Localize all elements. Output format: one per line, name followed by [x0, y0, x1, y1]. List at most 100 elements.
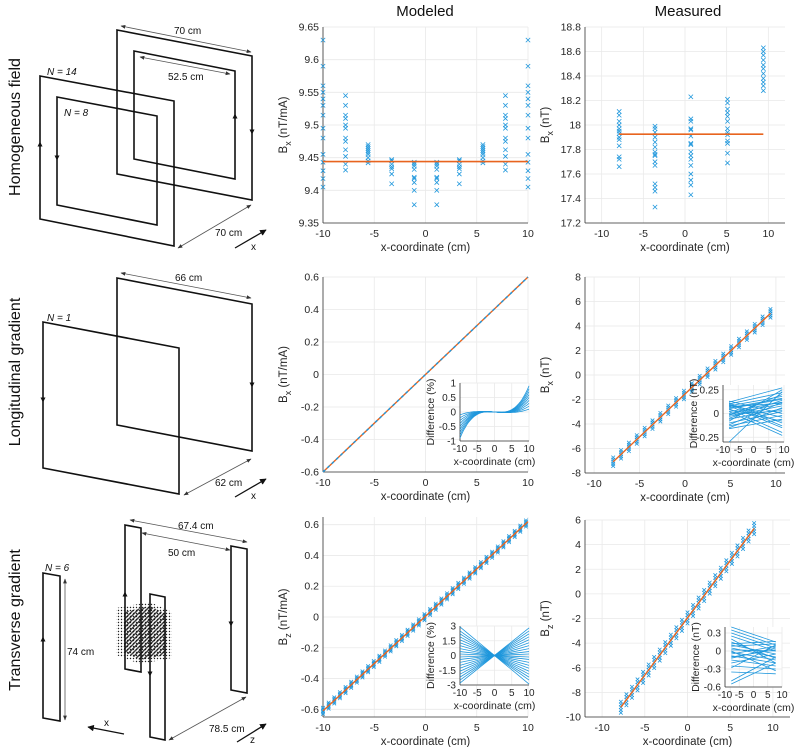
row-title-transverse: Transverse gradient	[7, 549, 24, 691]
data-point	[768, 307, 773, 312]
x-tick-label: 5	[509, 688, 515, 699]
turns-label: N = 6	[45, 563, 70, 574]
data-point	[688, 94, 694, 100]
coil-front	[42, 321, 180, 495]
data-point	[725, 140, 730, 146]
x-tick-label: -5	[473, 444, 482, 455]
difference-line	[728, 399, 783, 419]
dimension-arrow	[177, 204, 252, 249]
y-tick-label: 0.2	[304, 337, 319, 349]
difference-line	[731, 665, 776, 670]
y-tick-label: 1.5	[442, 636, 456, 647]
x-axis-label: x-coordinate (cm)	[454, 456, 536, 468]
y-tick-label: -2	[572, 394, 581, 406]
data-point	[752, 520, 757, 526]
data-point	[525, 168, 531, 174]
y-tick-label: 17.6	[561, 169, 582, 181]
dimension-label: 70 cm	[174, 26, 201, 37]
y-tick-label: 0.4	[304, 304, 319, 316]
data-point	[320, 83, 326, 89]
x-tick-label: 10	[523, 688, 535, 699]
y-axis-label: Bx (nT/mA)	[278, 96, 293, 153]
data-point	[681, 388, 687, 393]
dimension-arrow	[141, 531, 231, 552]
data-point	[365, 147, 371, 153]
data-point	[389, 171, 395, 177]
y-tick-label: -0.4	[301, 673, 319, 685]
data-point	[725, 106, 730, 112]
data-point	[616, 112, 622, 118]
data-point	[646, 662, 651, 667]
data-point	[365, 149, 371, 155]
dimension-label: 62 cm	[215, 478, 242, 489]
measurement-grid-dense	[124, 606, 166, 660]
y-tick-label: 0	[450, 408, 456, 419]
x-axis-label: x-coordinate (cm)	[713, 457, 795, 469]
data-point	[652, 188, 658, 194]
row-title-longitudinal: Longitudinal gradient	[7, 297, 24, 446]
y-tick-label: 9.5	[304, 120, 319, 132]
data-point	[456, 171, 462, 177]
y-tick-label: 3	[450, 622, 456, 633]
y-tick-label: 18	[569, 120, 581, 132]
y-axis-label: Bx (nT)	[540, 107, 555, 144]
data-point	[320, 176, 326, 182]
data-point	[725, 113, 730, 119]
data-point	[343, 153, 349, 159]
x-tick-label: 10	[522, 722, 534, 734]
y-tick-label: -8	[572, 468, 581, 480]
data-point	[663, 640, 668, 645]
difference-line	[728, 387, 783, 403]
y-axis-label-unit: (nT/mA)	[278, 96, 290, 141]
data-point	[434, 161, 440, 167]
x-tick-label: 5	[765, 690, 771, 701]
y-axis-label-unit: (nT)	[540, 600, 552, 624]
data-point	[702, 587, 707, 593]
data-point	[635, 677, 640, 682]
data-point	[480, 142, 486, 148]
data-point	[525, 96, 531, 102]
data-point	[634, 433, 639, 438]
data-point	[718, 565, 723, 570]
data-point	[389, 181, 395, 187]
data-point	[657, 647, 662, 652]
inset-trans-measured: -10 -5 0 5 10-0.6-0.300.3x-coordinate (cm)Di…	[690, 622, 794, 714]
difference-line	[731, 671, 776, 675]
data-point	[752, 321, 757, 327]
coil-back-outer	[116, 29, 253, 201]
x-tick-label: 10	[778, 445, 790, 456]
data-point	[618, 699, 623, 704]
data-point	[652, 654, 657, 660]
data-point	[343, 161, 349, 167]
y-axis-label-subscript: x	[283, 141, 293, 146]
data-point	[411, 187, 417, 193]
y-tick-label: 0.5	[442, 393, 456, 404]
y-tick-label: 18.4	[561, 71, 582, 83]
data-point	[320, 89, 326, 95]
data-point	[760, 62, 766, 68]
data-point	[320, 37, 326, 43]
y-tick-label: 0	[575, 588, 581, 600]
data-line	[322, 276, 529, 473]
charts: -10 -5 0 5 109.359.49.459.59.559.69.65x-coor…	[278, 22, 794, 747]
y-axis-label-unit: (nT/mA)	[278, 588, 290, 633]
x-axis-label: x-coordinate (cm)	[381, 242, 471, 254]
data-point	[674, 396, 679, 401]
dimension-arrow	[183, 458, 252, 496]
x-axis-label: x-coordinate (cm)	[713, 702, 795, 714]
y-tick-label: -0.5	[439, 422, 457, 433]
x-tick-label: -5	[370, 228, 379, 240]
data-point	[650, 418, 655, 423]
fit-line	[620, 528, 755, 708]
y-tick-label: -0.6	[301, 704, 319, 716]
x-tick-label: 0	[492, 688, 498, 699]
data-point	[666, 403, 671, 408]
data-point	[365, 146, 371, 152]
data-point	[389, 164, 395, 170]
data-point	[525, 184, 531, 190]
difference-line	[731, 650, 776, 672]
data-point	[652, 184, 658, 190]
y-axis-label-symbol: B	[540, 385, 552, 393]
